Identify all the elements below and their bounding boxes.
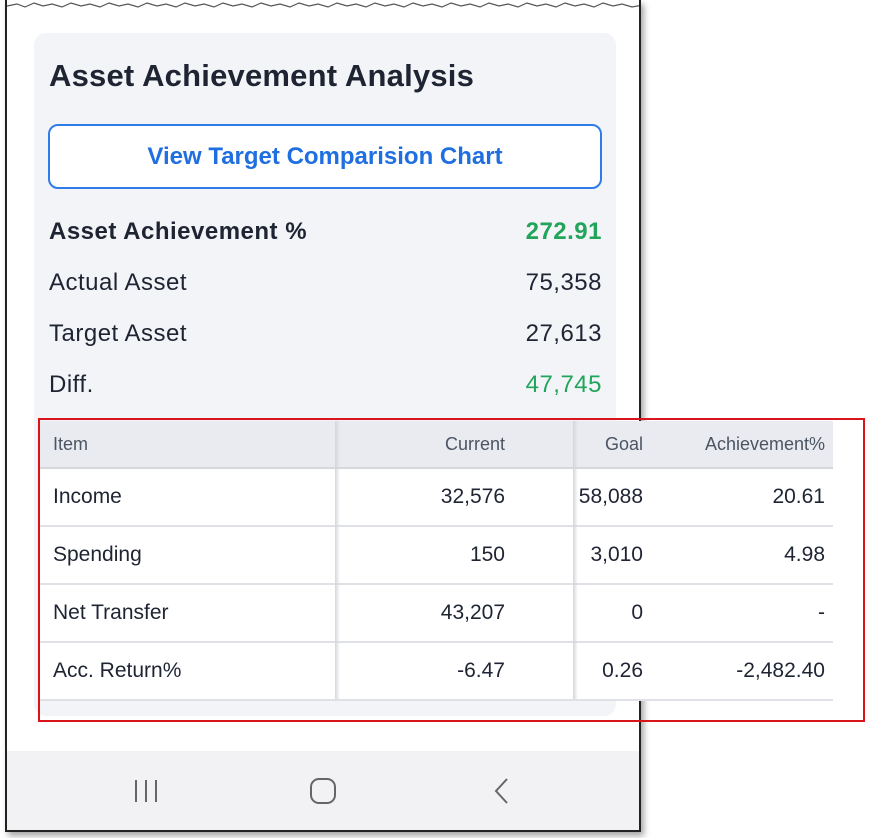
cell-item: Net Transfer xyxy=(53,601,169,624)
header-current: Current xyxy=(444,433,505,454)
column-divider xyxy=(573,421,578,699)
metric-label: Target Asset xyxy=(49,320,188,347)
metric-value: 47,745 xyxy=(525,371,602,398)
home-button[interactable] xyxy=(308,776,338,806)
metric-row-actual-asset: Actual Asset 75,358 xyxy=(49,263,602,303)
android-nav-bar xyxy=(7,751,639,830)
achievement-table: Item Current Goal Achievement% Income 32… xyxy=(39,421,833,701)
header-goal: Goal xyxy=(604,433,643,454)
metric-value: 272.91 xyxy=(525,218,602,245)
back-icon xyxy=(494,778,508,804)
cell-goal: 0.26 xyxy=(602,659,643,682)
metric-row-target-asset: Target Asset 27,613 xyxy=(49,314,602,354)
highlight-annotation-box xyxy=(38,418,865,722)
asset-analysis-card: Asset Achievement Analysis View Target C… xyxy=(34,33,616,716)
metric-label: Actual Asset xyxy=(49,269,188,296)
metric-value: 27,613 xyxy=(525,320,602,347)
metric-row-achievement: Asset Achievement % 272.91 xyxy=(49,212,602,252)
cell-goal: 0 xyxy=(631,601,643,624)
cell-item: Spending xyxy=(53,543,142,566)
card-title: Asset Achievement Analysis xyxy=(49,58,475,93)
cell-achievement: 20.61 xyxy=(772,485,825,508)
table-row: Net Transfer 43,207 0 - xyxy=(39,585,833,643)
header-item: Item xyxy=(53,433,89,454)
back-button[interactable] xyxy=(487,776,517,806)
metric-row-diff: Diff. 47,745 xyxy=(49,365,602,405)
cell-achievement: 4.98 xyxy=(784,543,825,566)
recent-apps-icon xyxy=(135,780,157,802)
cell-item: Income xyxy=(53,485,122,508)
home-icon xyxy=(310,778,336,804)
table-header: Item Current Goal Achievement% xyxy=(39,421,833,469)
cell-goal: 58,088 xyxy=(578,485,643,508)
cell-achievement: -2,482.40 xyxy=(736,659,825,682)
header-achievement: Achievement% xyxy=(704,433,825,454)
metric-label: Diff. xyxy=(49,371,94,398)
view-chart-button[interactable]: View Target Comparision Chart xyxy=(48,124,602,189)
table-row: Acc. Return% -6.47 0.26 -2,482.40 xyxy=(39,643,833,701)
phone-screen: Asset Achievement Analysis View Target C… xyxy=(5,0,641,832)
cell-goal: 3,010 xyxy=(590,543,643,566)
cell-current: -6.47 xyxy=(457,659,505,682)
cell-current: 32,576 xyxy=(440,485,505,508)
cell-current: 43,207 xyxy=(440,601,505,624)
cell-item: Acc. Return% xyxy=(53,659,182,682)
metric-value: 75,358 xyxy=(525,269,602,296)
cell-achievement: - xyxy=(818,601,825,624)
table-row: Spending 150 3,010 4.98 xyxy=(39,527,833,585)
column-divider xyxy=(335,421,340,699)
table-row: Income 32,576 58,088 20.61 xyxy=(39,469,833,527)
recent-apps-button[interactable] xyxy=(131,776,161,806)
cell-current: 150 xyxy=(469,543,505,566)
torn-edge-decoration xyxy=(7,2,639,8)
metric-label: Asset Achievement % xyxy=(49,218,308,245)
